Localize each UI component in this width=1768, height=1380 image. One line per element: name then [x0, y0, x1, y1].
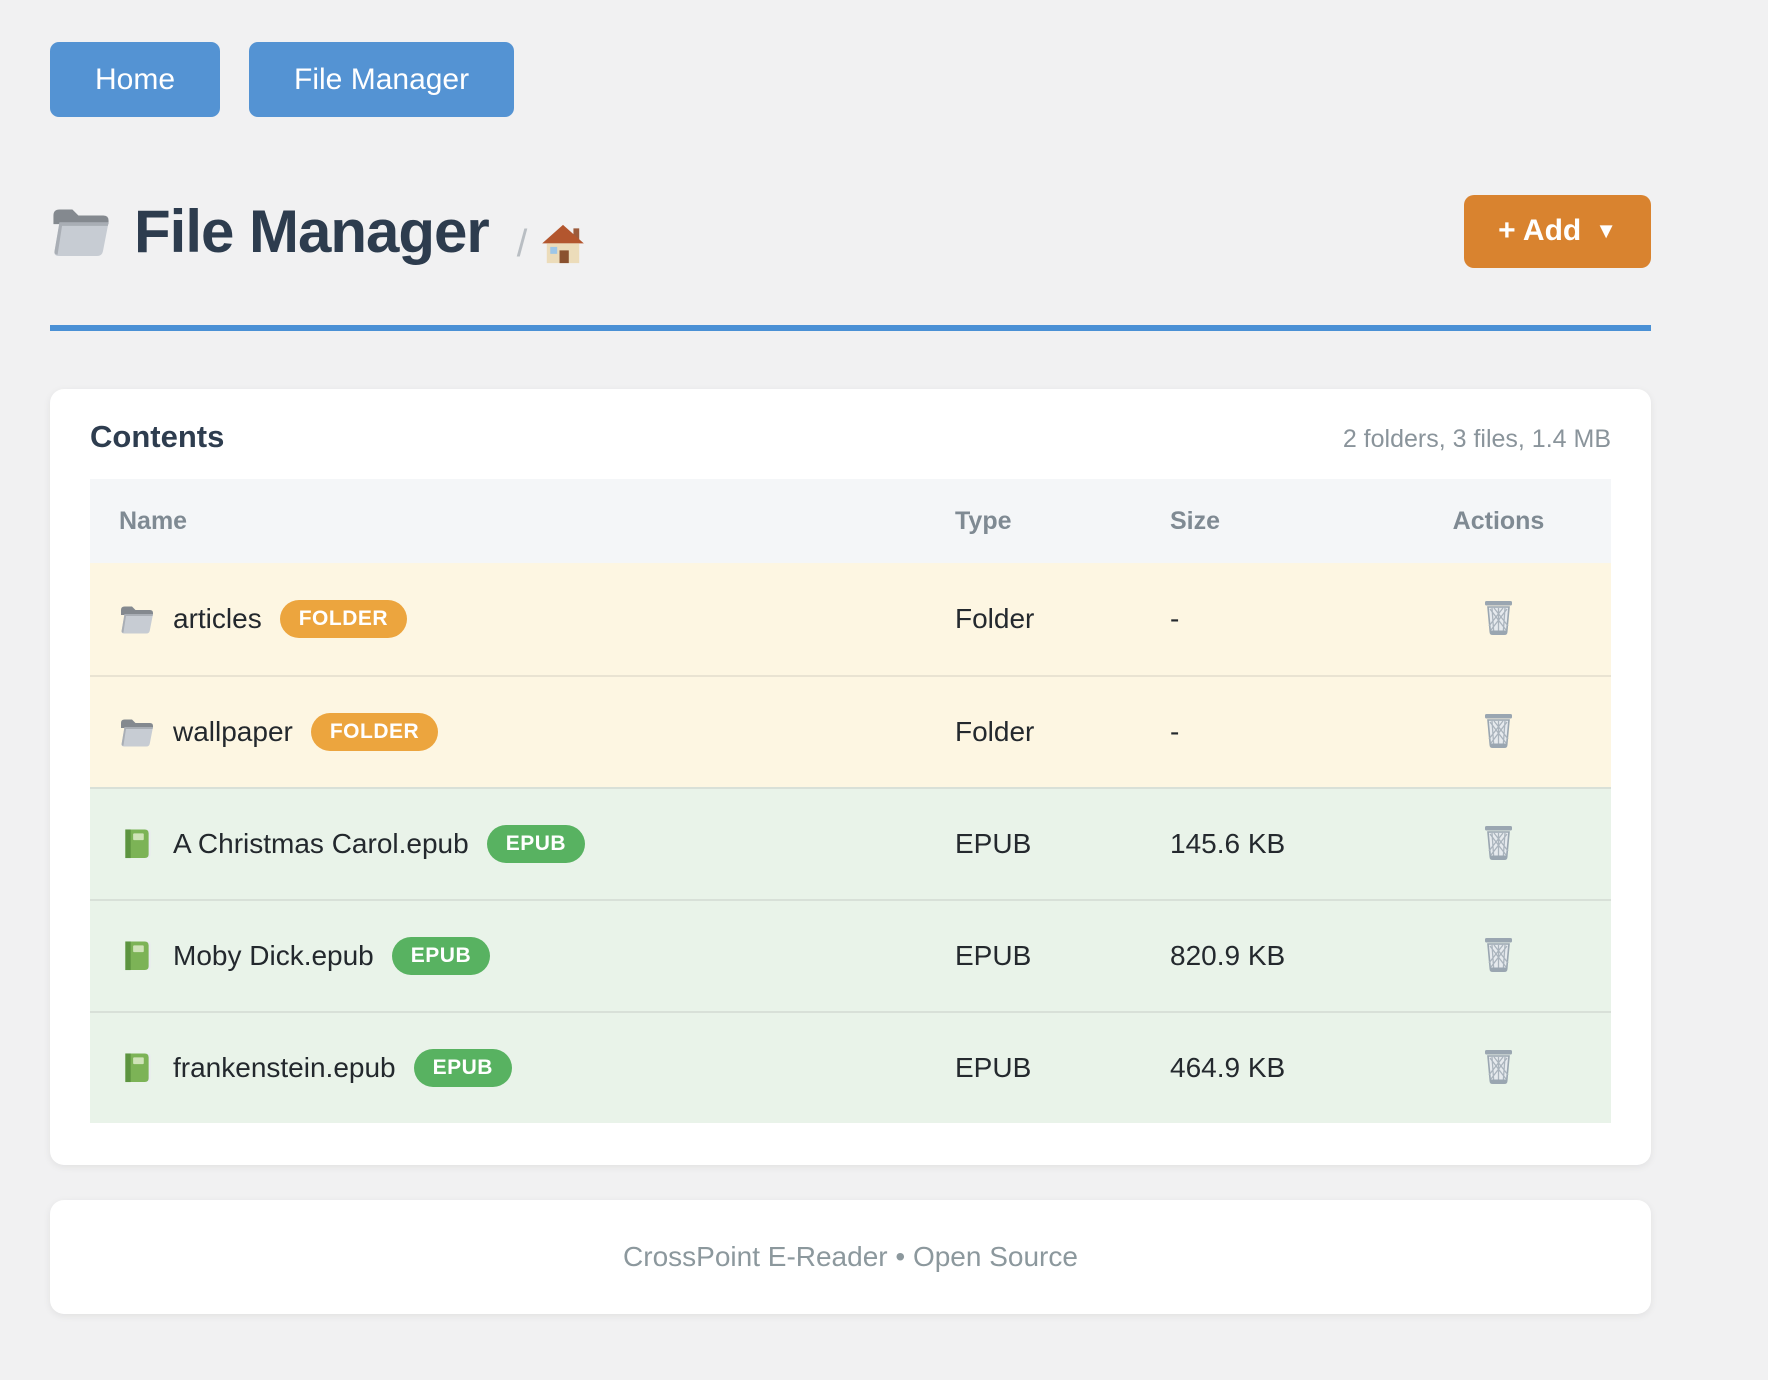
folder-icon — [121, 606, 153, 634]
add-button[interactable]: + Add ▼ — [1464, 194, 1651, 268]
page-title: File Manager — [134, 197, 490, 265]
file-size: - — [1170, 716, 1180, 747]
folder-icon — [121, 719, 153, 747]
home-button[interactable]: Home — [50, 42, 221, 117]
file-manager-button[interactable]: File Manager — [249, 42, 515, 117]
file-table: Name Type Size Actions articles FOLDER F… — [90, 479, 1611, 1123]
green-book-icon — [125, 829, 151, 859]
epub-badge: EPUB — [486, 825, 586, 863]
column-header-type: Type — [955, 506, 1012, 535]
folder-badge: FOLDER — [279, 600, 408, 638]
breadcrumb: / — [517, 223, 586, 266]
folder-icon — [53, 209, 109, 256]
wastebasket-icon — [1484, 1049, 1513, 1084]
delete-button[interactable] — [1476, 708, 1521, 753]
file-size: - — [1170, 603, 1180, 634]
epub-badge: EPUB — [413, 1049, 512, 1087]
house-icon[interactable] — [541, 223, 585, 265]
file-name: Moby Dick.epub — [173, 940, 374, 971]
wastebasket-icon — [1484, 825, 1513, 861]
epub-badge: EPUB — [391, 937, 491, 975]
file-type: Folder — [955, 716, 1035, 747]
table-row[interactable]: frankenstein.epub EPUB EPUB 464.9 KB — [90, 1011, 1611, 1123]
table-row[interactable]: articles FOLDER Folder - — [90, 563, 1611, 675]
file-size: 464.9 KB — [1170, 1052, 1286, 1083]
delete-button[interactable] — [1476, 595, 1521, 640]
column-header-size: Size — [1170, 506, 1221, 535]
footer-card: CrossPoint E-Reader • Open Source — [50, 1200, 1651, 1314]
contents-card: Contents 2 folders, 3 files, 1.4 MB Name… — [50, 389, 1651, 1165]
contents-heading: Contents — [90, 419, 225, 454]
page-title-group: File Manager / — [50, 197, 585, 266]
file-name: wallpaper — [173, 716, 293, 747]
contents-card-header: Contents 2 folders, 3 files, 1.4 MB — [90, 419, 1611, 455]
chevron-down-icon: ▼ — [1595, 218, 1617, 243]
file-size: 820.9 KB — [1170, 940, 1286, 971]
green-book-icon — [125, 941, 151, 971]
file-size: 145.6 KB — [1170, 828, 1286, 859]
table-row[interactable]: A Christmas Carol.epub EPUB EPUB 145.6 K… — [90, 787, 1611, 899]
add-button-label: + Add — [1498, 214, 1582, 247]
folder-badge: FOLDER — [310, 713, 439, 751]
delete-button[interactable] — [1476, 932, 1521, 977]
footer-text: CrossPoint E-Reader • Open Source — [623, 1241, 1078, 1272]
table-header-row: Name Type Size Actions — [90, 479, 1611, 563]
title-divider — [50, 325, 1651, 331]
file-type: EPUB — [955, 828, 1032, 859]
column-header-actions: Actions — [1452, 506, 1545, 535]
file-type: EPUB — [955, 1052, 1032, 1083]
table-row[interactable]: wallpaper FOLDER Folder - — [90, 675, 1611, 787]
table-row[interactable]: Moby Dick.epub EPUB EPUB 820.9 KB — [90, 899, 1611, 1011]
file-name: frankenstein.epub — [173, 1052, 396, 1083]
file-name: A Christmas Carol.epub — [173, 828, 469, 859]
column-header-name: Name — [119, 506, 188, 535]
top-nav: Home File Manager — [50, 42, 1651, 117]
file-name: articles — [173, 603, 262, 634]
wastebasket-icon — [1484, 600, 1513, 636]
contents-summary: 2 folders, 3 files, 1.4 MB — [1342, 425, 1611, 453]
delete-button[interactable] — [1476, 820, 1521, 865]
wastebasket-icon — [1484, 713, 1513, 749]
page-header: File Manager / + Add ▼ — [50, 181, 1651, 281]
green-book-icon — [125, 1053, 151, 1083]
delete-button[interactable] — [1476, 1044, 1521, 1089]
wastebasket-icon — [1484, 937, 1513, 973]
file-manager-page: Home File Manager File Manager / + Add ▼… — [50, 42, 1651, 1314]
file-type: EPUB — [955, 940, 1032, 971]
breadcrumb-separator: / — [516, 222, 528, 265]
file-type: Folder — [955, 603, 1035, 634]
